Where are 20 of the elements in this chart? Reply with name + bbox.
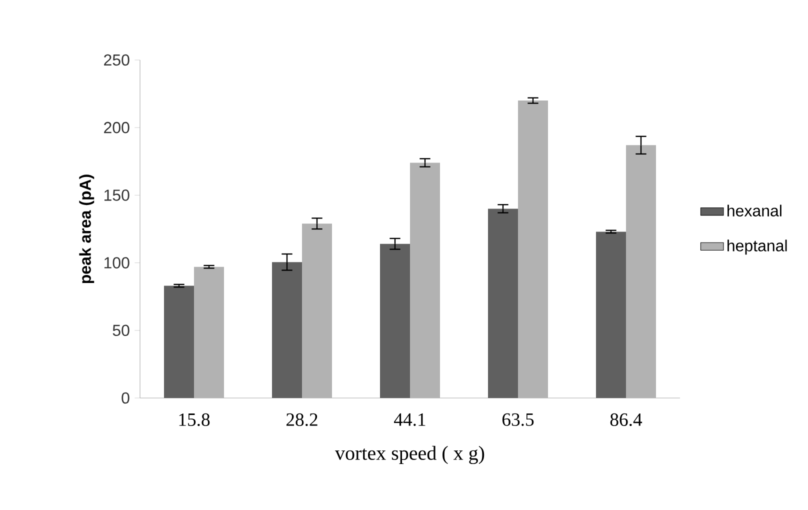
y-tick-label: 250 <box>104 54 130 66</box>
y-tick-label: 100 <box>104 257 130 268</box>
y-tick-label: 0 <box>122 392 130 404</box>
x-tick-label: 28.2 <box>286 413 318 426</box>
y-tick-label: 50 <box>112 324 130 336</box>
bar <box>272 262 302 398</box>
bar <box>488 208 518 398</box>
x-tick-label: 63.5 <box>502 413 534 426</box>
y-axis-title: peak area (pA) <box>79 174 94 284</box>
x-tick-label: 86.4 <box>610 413 642 426</box>
x-tick-label: 15.8 <box>179 413 210 426</box>
legend-label: heptanal <box>728 240 787 255</box>
bar <box>596 232 626 398</box>
x-axis-title: vortex speed ( x g) <box>335 446 484 464</box>
legend-label: hexanal <box>728 204 782 216</box>
bar <box>164 286 194 398</box>
y-tick-label: 200 <box>104 122 130 134</box>
x-tick-label: 44.1 <box>394 413 426 426</box>
bar <box>380 244 410 398</box>
y-tick-label: 150 <box>104 190 130 201</box>
